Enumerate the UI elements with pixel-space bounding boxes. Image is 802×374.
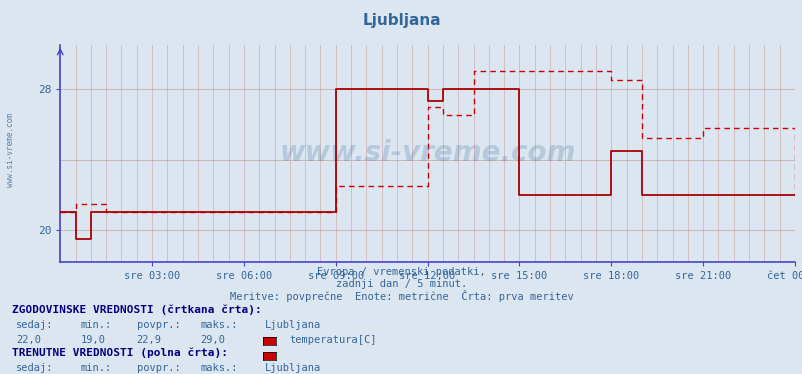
Text: Evropa / vremenski podatki,: Evropa / vremenski podatki,: [317, 267, 485, 278]
Text: 22,9: 22,9: [136, 335, 161, 345]
Text: sedaj:: sedaj:: [16, 363, 54, 373]
Text: maks.:: maks.:: [200, 363, 238, 373]
Text: www.si-vreme.com: www.si-vreme.com: [6, 113, 15, 187]
Text: maks.:: maks.:: [200, 320, 238, 330]
Text: temperatura[C]: temperatura[C]: [289, 335, 376, 345]
Text: povpr.:: povpr.:: [136, 320, 180, 330]
Text: min.:: min.:: [80, 363, 111, 373]
Text: min.:: min.:: [80, 320, 111, 330]
Text: sedaj:: sedaj:: [16, 320, 54, 330]
Text: zadnji dan / 5 minut.: zadnji dan / 5 minut.: [335, 279, 467, 289]
Text: Ljubljana: Ljubljana: [265, 363, 321, 373]
Text: 22,0: 22,0: [16, 335, 41, 345]
Text: 29,0: 29,0: [200, 335, 225, 345]
Text: 19,0: 19,0: [80, 335, 105, 345]
Text: povpr.:: povpr.:: [136, 363, 180, 373]
Text: TRENUTNE VREDNOSTI (polna črta):: TRENUTNE VREDNOSTI (polna črta):: [12, 348, 228, 358]
Text: www.si-vreme.com: www.si-vreme.com: [279, 140, 575, 167]
Text: Ljubljana: Ljubljana: [362, 13, 440, 28]
Text: Ljubljana: Ljubljana: [265, 320, 321, 330]
Text: ZGODOVINSKE VREDNOSTI (črtkana črta):: ZGODOVINSKE VREDNOSTI (črtkana črta):: [12, 305, 261, 315]
Text: Meritve: povprečne  Enote: metrične  Črta: prva meritev: Meritve: povprečne Enote: metrične Črta:…: [229, 290, 573, 302]
